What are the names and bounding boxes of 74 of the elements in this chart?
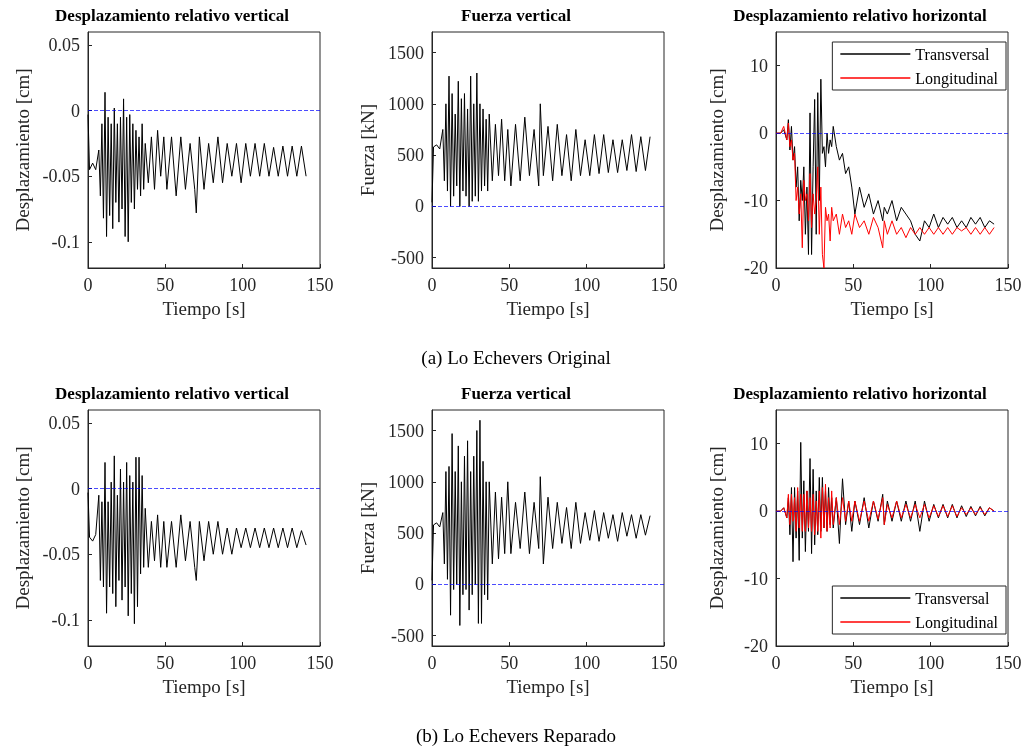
x-tick-label: 150 bbox=[650, 275, 678, 295]
x-tick-label: 100 bbox=[917, 653, 945, 673]
y-tick-label: 1500 bbox=[388, 420, 424, 441]
chart-title: Desplazamiento relativo horizontal bbox=[733, 384, 988, 403]
chart-title: Fuerza vertical bbox=[461, 384, 572, 403]
x-tick-label: 100 bbox=[573, 653, 601, 673]
chart-title: Fuerza vertical bbox=[461, 6, 572, 25]
x-axis-title: Tiempo [s] bbox=[850, 675, 934, 697]
y-tick-label: -10 bbox=[744, 568, 768, 589]
legend-label: Longitudinal bbox=[915, 613, 999, 632]
x-tick-label: 150 bbox=[650, 653, 678, 673]
x-tick-label: 100 bbox=[229, 275, 257, 295]
line-series bbox=[431, 72, 651, 207]
x-tick-label: 100 bbox=[229, 653, 257, 673]
y-tick-label: -20 bbox=[744, 636, 768, 656]
y-tick-label: 0 bbox=[415, 196, 424, 217]
x-tick-label: 150 bbox=[994, 653, 1022, 673]
y-tick-label: 1000 bbox=[388, 93, 424, 114]
y-tick-label: 0 bbox=[415, 574, 424, 595]
x-tick-label: 50 bbox=[844, 275, 863, 295]
x-axis-title: Tiempo [s] bbox=[162, 297, 246, 319]
line-series bbox=[87, 91, 307, 243]
y-tick-label: -0.05 bbox=[42, 166, 80, 187]
x-tick-label: 100 bbox=[917, 275, 945, 295]
legend-label: Transversal bbox=[915, 589, 990, 607]
line-series bbox=[775, 122, 995, 269]
x-tick-label: 50 bbox=[156, 653, 175, 673]
x-axis-title: Tiempo [s] bbox=[506, 675, 590, 697]
x-axis-title: Tiempo [s] bbox=[506, 297, 590, 319]
y-axis-title: Desplazamiento [cm] bbox=[11, 446, 33, 610]
x-axis-title: Tiempo [s] bbox=[850, 297, 934, 319]
x-tick-label: 150 bbox=[994, 275, 1022, 295]
y-tick-label: 1500 bbox=[388, 42, 424, 63]
y-tick-label: 1000 bbox=[388, 471, 424, 492]
y-tick-label: 0 bbox=[71, 100, 80, 121]
legend-label: Transversal bbox=[915, 45, 990, 63]
x-tick-label: 150 bbox=[306, 275, 334, 295]
x-tick-label: 50 bbox=[844, 653, 863, 673]
chart-title: Desplazamiento relativo vertical bbox=[55, 6, 290, 25]
x-tick-label: 150 bbox=[306, 653, 334, 673]
y-axis-title: Desplazamiento [cm] bbox=[706, 446, 727, 610]
x-axis-title: Tiempo [s] bbox=[162, 675, 246, 697]
chart-title: Desplazamiento relativo horizontal bbox=[733, 6, 988, 25]
y-tick-label: -0.1 bbox=[51, 609, 80, 630]
y-axis-title: Fuerza [kN] bbox=[357, 103, 379, 197]
y-tick-label: 500 bbox=[397, 523, 424, 544]
text: (b) Lo Echevers Reparado bbox=[416, 725, 616, 747]
y-tick-label: -500 bbox=[391, 625, 424, 646]
x-tick-label: 100 bbox=[573, 275, 601, 295]
y-tick-label: -500 bbox=[391, 247, 424, 268]
y-tick-label: -0.1 bbox=[51, 231, 80, 252]
text: (a) Lo Echevers Original bbox=[421, 347, 611, 369]
y-tick-label: 10 bbox=[750, 55, 768, 76]
y-tick-label: 0.05 bbox=[48, 413, 80, 434]
y-tick-label: -0.05 bbox=[42, 544, 80, 565]
y-tick-label: 0 bbox=[759, 123, 768, 144]
x-tick-label: 50 bbox=[500, 653, 519, 673]
y-axis-title: Desplazamiento [cm] bbox=[11, 68, 33, 232]
y-tick-label: 0 bbox=[759, 501, 768, 522]
x-tick-label: 50 bbox=[500, 275, 519, 295]
y-axis-title: Desplazamiento [cm] bbox=[706, 68, 727, 232]
legend-label: Longitudinal bbox=[915, 69, 999, 88]
line-series bbox=[87, 455, 307, 625]
x-tick-label: 50 bbox=[156, 275, 175, 295]
y-tick-label: 10 bbox=[750, 433, 768, 454]
y-axis-title: Fuerza [kN] bbox=[357, 481, 379, 575]
line-series bbox=[431, 419, 651, 626]
y-tick-label: -20 bbox=[744, 258, 768, 278]
y-tick-label: -10 bbox=[744, 190, 768, 211]
y-tick-label: 0.05 bbox=[48, 35, 80, 56]
y-tick-label: 500 bbox=[397, 145, 424, 166]
y-tick-label: 0 bbox=[71, 478, 80, 499]
line-series bbox=[775, 483, 995, 539]
chart-title: Desplazamiento relativo vertical bbox=[55, 384, 290, 403]
